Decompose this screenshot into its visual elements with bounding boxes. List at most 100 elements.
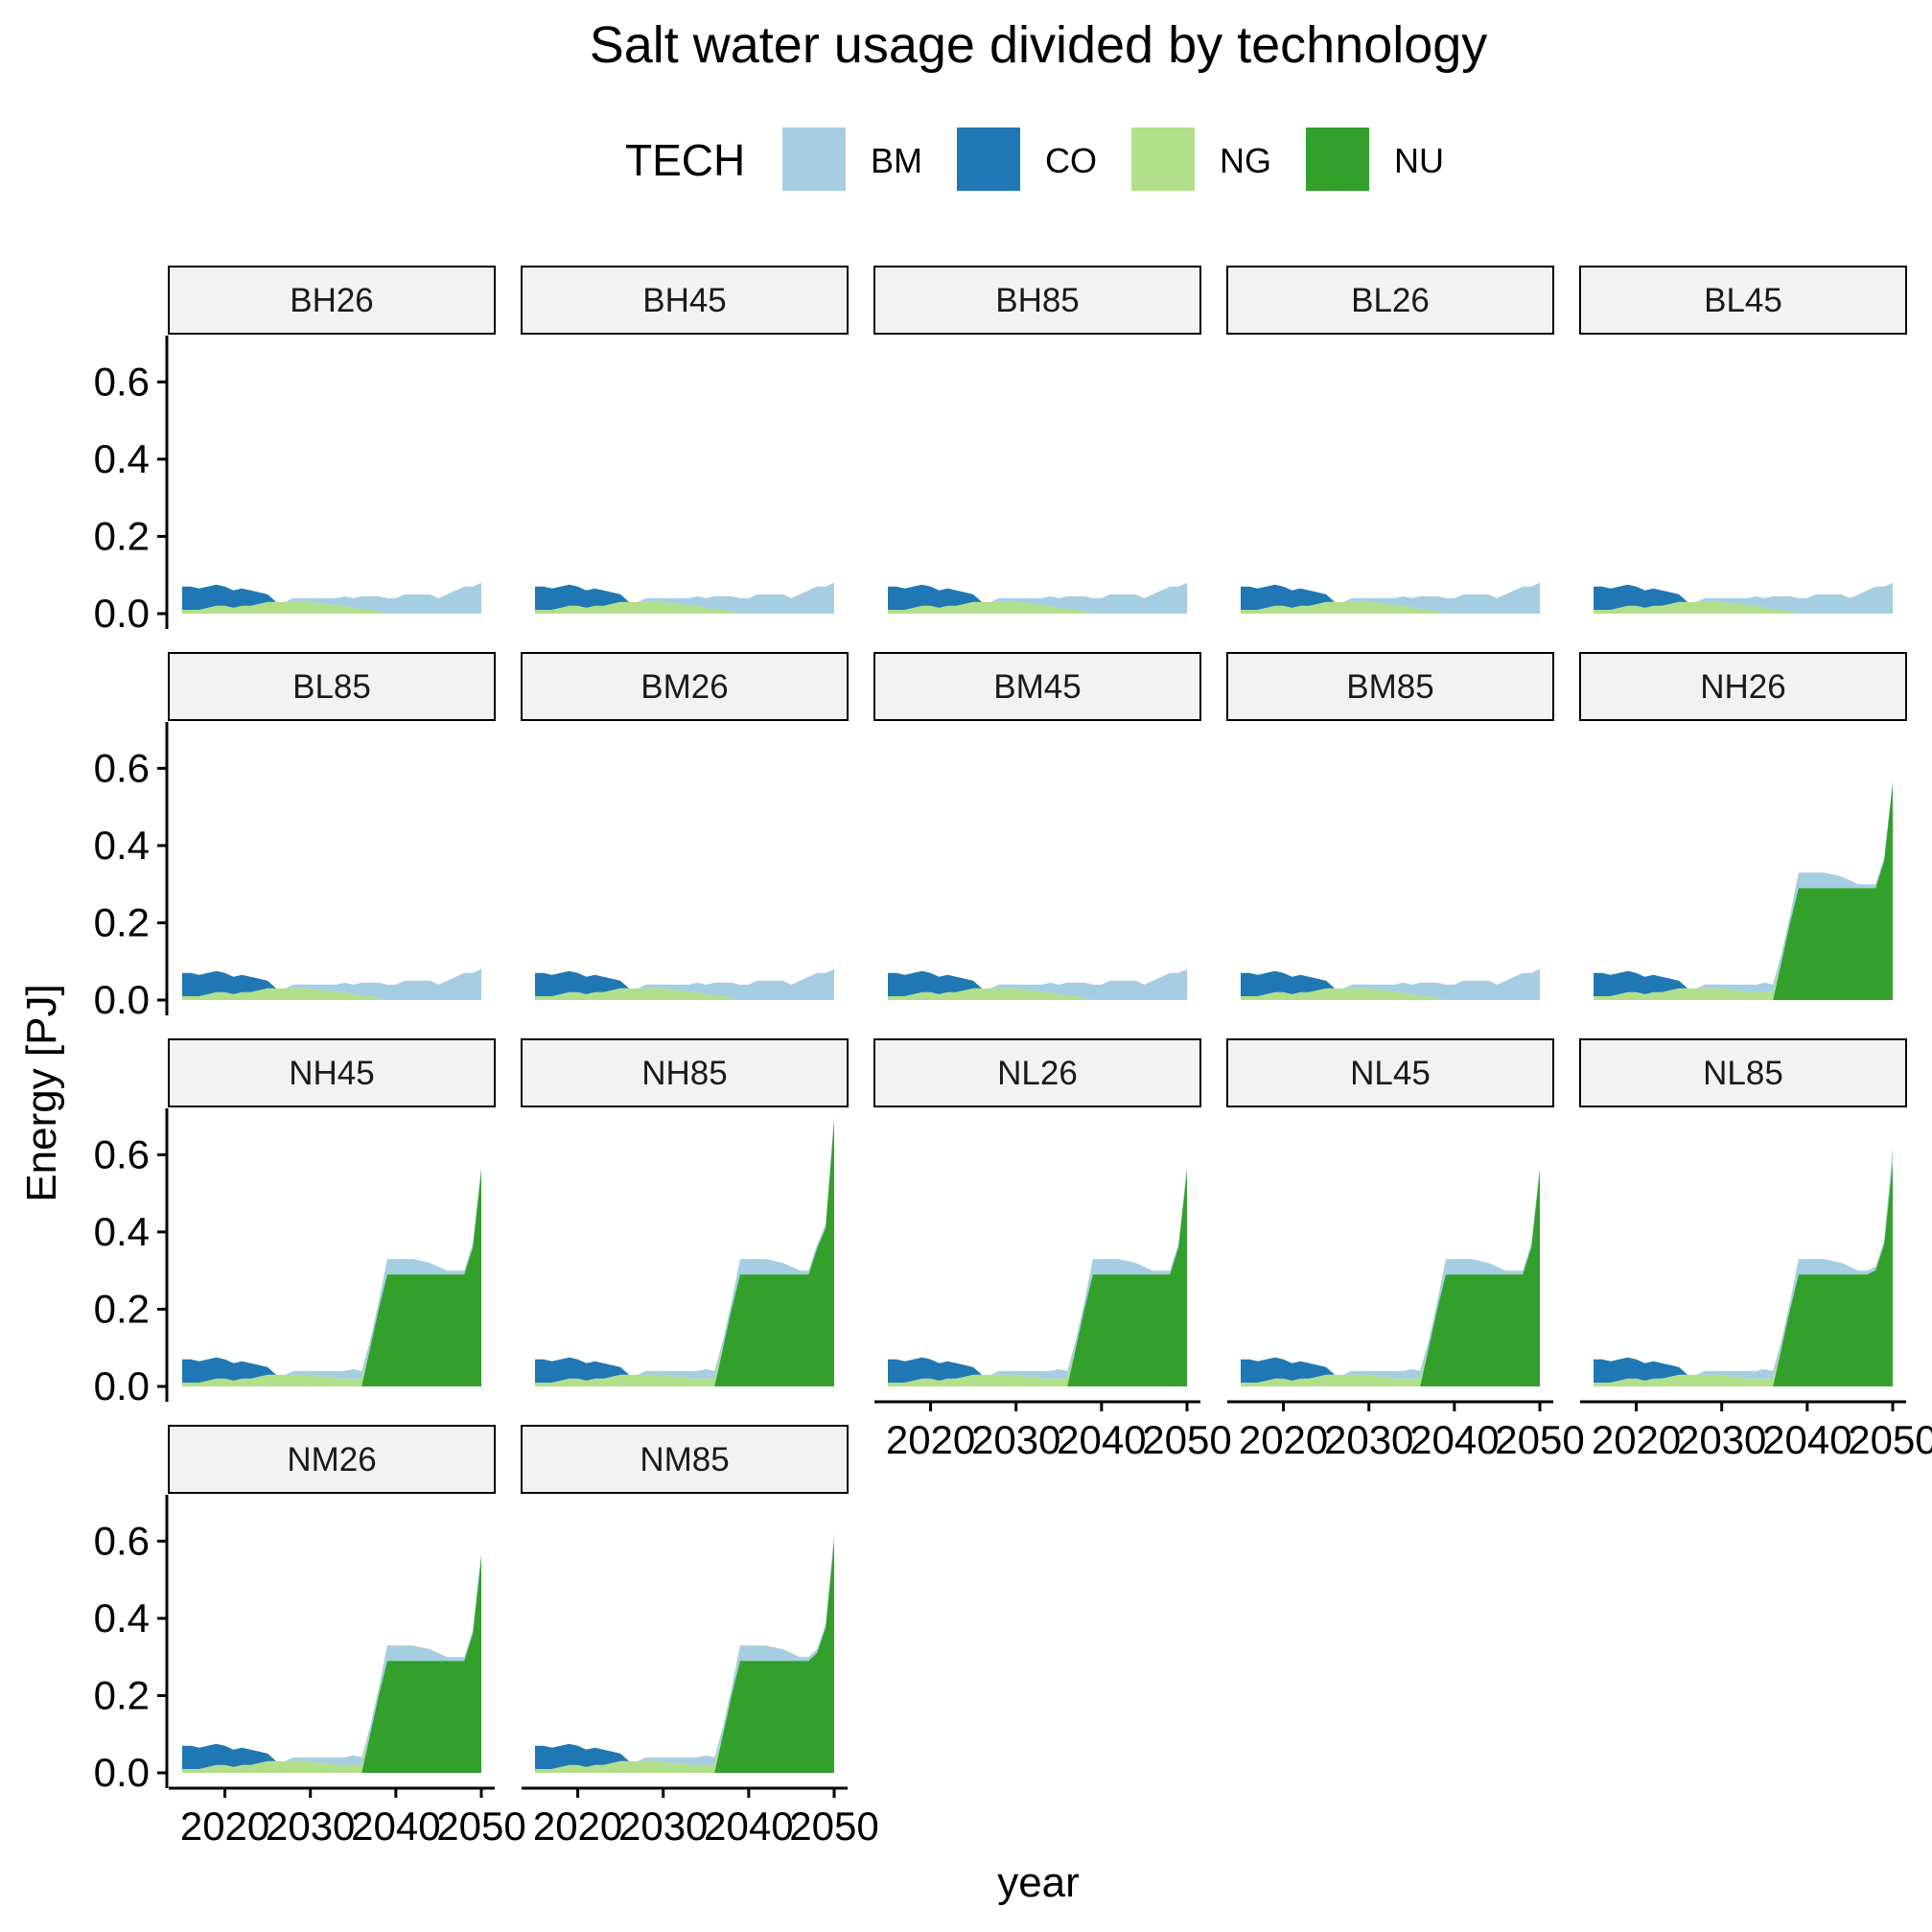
area-co-bl85 bbox=[182, 970, 481, 1000]
panel-nh26: NH26 bbox=[1579, 652, 1907, 1000]
strip-bl26 bbox=[1226, 266, 1554, 335]
area-co-nm85 bbox=[535, 1541, 834, 1769]
area-bm-bh45 bbox=[535, 582, 834, 614]
strip-label-bh85: BH85 bbox=[995, 282, 1080, 319]
area-bm-bm45 bbox=[888, 968, 1187, 1000]
strip-label-bm45: BM45 bbox=[993, 668, 1081, 706]
x-tick-label: 2040 bbox=[704, 1804, 793, 1849]
area-co-nm26 bbox=[182, 1556, 481, 1769]
x-tick-label: 2030 bbox=[971, 1417, 1060, 1462]
area-nu-nh45 bbox=[182, 1170, 481, 1386]
strip-nm85 bbox=[521, 1425, 849, 1494]
area-bm-nh45 bbox=[182, 1166, 481, 1379]
legend-key-bm bbox=[782, 128, 846, 191]
area-nu-nl45 bbox=[1241, 1170, 1540, 1386]
y-tick-label: 0.6 bbox=[94, 1518, 150, 1563]
strip-label-nm85: NM85 bbox=[640, 1441, 729, 1478]
area-co-nl45 bbox=[1241, 1170, 1540, 1383]
strip-nm26 bbox=[168, 1425, 496, 1494]
area-bm-bl45 bbox=[1594, 582, 1893, 614]
strip-label-nh45: NH45 bbox=[289, 1055, 374, 1092]
panel-bm26: BM26 bbox=[521, 652, 849, 1000]
strip-bl85 bbox=[168, 652, 496, 721]
y-tick-label: 0.0 bbox=[94, 1750, 150, 1795]
x-tick-label: 2050 bbox=[1495, 1417, 1584, 1462]
x-tick-label: 2040 bbox=[1409, 1417, 1499, 1462]
panel-bh45: BH45 bbox=[521, 266, 849, 614]
area-nu-nl26 bbox=[888, 1170, 1187, 1386]
area-bm-nm26 bbox=[182, 1552, 481, 1765]
x-tick-label: 2020 bbox=[886, 1417, 975, 1462]
area-nu-nm26 bbox=[182, 1556, 481, 1773]
legend-key-co bbox=[957, 128, 1020, 191]
legend-label-co: CO bbox=[1045, 141, 1097, 180]
strip-label-bl45: BL45 bbox=[1704, 282, 1782, 319]
area-ng-bl45 bbox=[1594, 601, 1893, 614]
area-nu-nl85 bbox=[1594, 1162, 1893, 1386]
strip-label-nl85: NL85 bbox=[1703, 1055, 1783, 1092]
strip-bm45 bbox=[873, 652, 1201, 721]
area-bm-nh26 bbox=[1594, 780, 1893, 992]
area-co-bm85 bbox=[1241, 970, 1540, 1000]
y-tick-label: 0.0 bbox=[94, 591, 150, 636]
strip-label-nl45: NL45 bbox=[1350, 1055, 1431, 1092]
strip-nh26 bbox=[1579, 652, 1907, 721]
area-co-bm45 bbox=[888, 970, 1187, 1000]
strip-nh45 bbox=[168, 1038, 496, 1107]
area-nu-nh26 bbox=[1594, 783, 1893, 1000]
area-co-nh45 bbox=[182, 1170, 481, 1383]
y-tick-label: 0.2 bbox=[94, 1286, 150, 1331]
panel-nh45: NH45 0.0 0.2 0.4 0.6 bbox=[94, 1038, 496, 1408]
y-tick-label: 0.2 bbox=[94, 1672, 150, 1717]
x-tick-label: 2020 bbox=[180, 1804, 269, 1849]
strip-bh26 bbox=[168, 266, 496, 335]
y-tick-label: 0.0 bbox=[94, 1363, 150, 1408]
y-tick-label: 0.6 bbox=[94, 745, 150, 790]
y-tick-label: 0.0 bbox=[94, 977, 150, 1022]
area-bm-bh85 bbox=[888, 582, 1187, 614]
area-ng-bm85 bbox=[1241, 988, 1540, 1000]
strip-label-bh45: BH45 bbox=[642, 282, 727, 319]
area-bm-nl85 bbox=[1594, 1147, 1893, 1379]
area-bm-bm26 bbox=[535, 968, 834, 1000]
legend-key-ng bbox=[1131, 128, 1195, 191]
legend: TECH BM CO NG NU bbox=[625, 128, 1444, 191]
strip-label-bl26: BL26 bbox=[1351, 282, 1430, 319]
y-axis-title: Energy [PJ] bbox=[18, 984, 65, 1201]
area-bm-bm85 bbox=[1241, 968, 1540, 1000]
area-co-bl26 bbox=[1241, 584, 1540, 614]
strip-label-nl26: NL26 bbox=[997, 1055, 1078, 1092]
x-tick-label: 2050 bbox=[436, 1804, 525, 1849]
area-ng-bh85 bbox=[888, 601, 1187, 614]
x-tick-label: 2020 bbox=[533, 1804, 622, 1849]
x-tick-label: 2030 bbox=[618, 1804, 708, 1849]
strip-label-bm26: BM26 bbox=[640, 668, 728, 706]
x-tick-label: 2020 bbox=[1239, 1417, 1328, 1462]
panel-bl45: BL45 bbox=[1579, 266, 1907, 614]
strip-nl45 bbox=[1226, 1038, 1554, 1107]
strip-bm85 bbox=[1226, 652, 1554, 721]
area-bm-nl26 bbox=[888, 1166, 1187, 1379]
area-co-bh26 bbox=[182, 584, 481, 614]
strip-label-bm85: BM85 bbox=[1346, 668, 1433, 706]
panel-bl26: BL26 bbox=[1226, 266, 1554, 614]
area-co-bh45 bbox=[535, 584, 834, 614]
area-bm-bl26 bbox=[1241, 582, 1540, 614]
strip-nl26 bbox=[873, 1038, 1201, 1107]
strip-bm26 bbox=[521, 652, 849, 721]
area-nu-nm85 bbox=[535, 1541, 834, 1773]
panel-nh85: NH85 bbox=[521, 1038, 849, 1386]
legend-title: TECH bbox=[625, 135, 745, 185]
x-tick-label: 2030 bbox=[1324, 1417, 1413, 1462]
area-nu-nh85 bbox=[535, 1120, 834, 1386]
panel-bh85: BH85 bbox=[873, 266, 1201, 614]
strip-nh85 bbox=[521, 1038, 849, 1107]
y-tick-label: 0.2 bbox=[94, 899, 150, 944]
strip-bl45 bbox=[1579, 266, 1907, 335]
area-co-bm26 bbox=[535, 970, 834, 1000]
area-bm-nl45 bbox=[1241, 1166, 1540, 1379]
